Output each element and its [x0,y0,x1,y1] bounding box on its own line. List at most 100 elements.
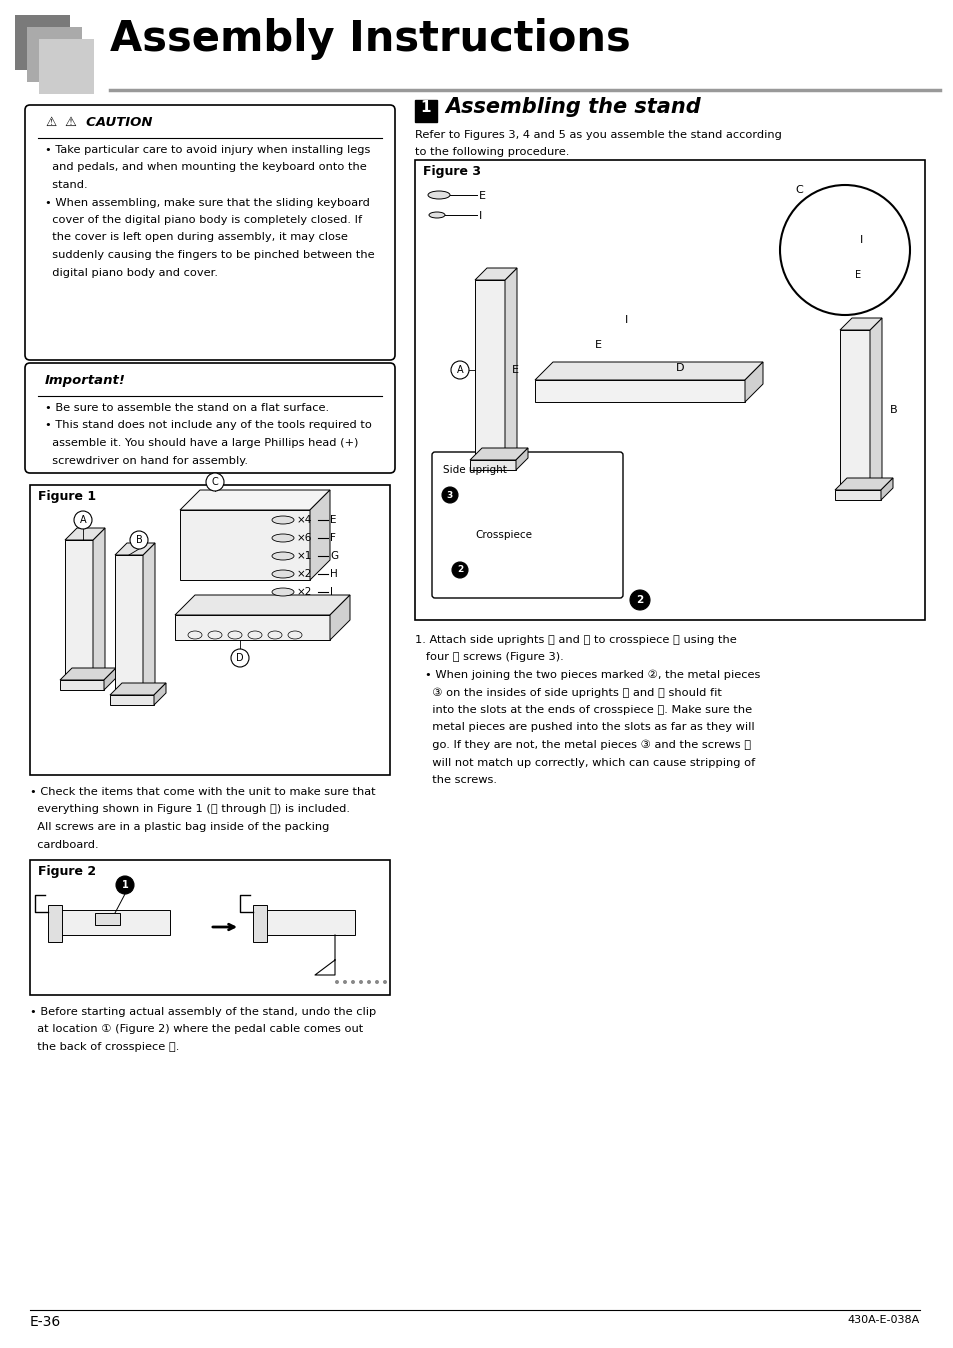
Text: will not match up correctly, which can cause stripping of: will not match up correctly, which can c… [424,758,755,767]
Text: ×1: ×1 [296,551,312,561]
Text: metal pieces are pushed into the slots as far as they will: metal pieces are pushed into the slots a… [424,723,754,732]
Polygon shape [869,318,882,491]
Text: 3: 3 [446,491,453,500]
Polygon shape [516,448,527,470]
Circle shape [231,648,249,667]
Polygon shape [475,268,517,280]
Text: cover of the digital piano body is completely closed. If: cover of the digital piano body is compl… [45,214,362,225]
Circle shape [441,487,457,503]
Polygon shape [744,363,762,402]
Circle shape [130,531,148,549]
Bar [15,15,70,70]
Polygon shape [254,910,355,936]
Polygon shape [475,280,504,460]
Polygon shape [50,910,170,936]
Polygon shape [65,528,105,541]
Text: • When joining the two pieces marked ②, the metal pieces: • When joining the two pieces marked ②, … [424,670,760,681]
Text: ×6: ×6 [296,532,312,543]
Circle shape [335,980,338,984]
Bar [39,39,94,94]
Bar [30,485,390,775]
Text: • Before starting actual assembly of the stand, undo the clip: • Before starting actual assembly of the… [30,1007,375,1016]
Circle shape [74,511,91,528]
Text: Assembling the stand: Assembling the stand [444,97,700,117]
Polygon shape [65,541,92,679]
FancyBboxPatch shape [25,363,395,473]
Text: digital piano body and cover.: digital piano body and cover. [45,267,218,278]
Circle shape [451,361,469,379]
Text: ③ on the insides of side uprights Ⓐ and Ⓑ should fit: ③ on the insides of side uprights Ⓐ and … [424,687,721,698]
Text: ×2: ×2 [296,569,312,580]
Polygon shape [95,913,120,925]
Text: Side upright: Side upright [442,465,506,474]
Text: Figure 3: Figure 3 [422,164,480,178]
Polygon shape [535,363,762,380]
Text: cardboard.: cardboard. [30,840,98,849]
Text: Figure 1: Figure 1 [38,491,96,503]
Ellipse shape [272,570,294,578]
Text: ⚠: ⚠ [45,116,56,129]
Text: and pedals, and when mounting the keyboard onto the: and pedals, and when mounting the keyboa… [45,163,366,173]
Text: B: B [135,535,142,545]
Polygon shape [470,448,527,460]
Text: suddenly causing the fingers to be pinched between the: suddenly causing the fingers to be pinch… [45,249,375,260]
Circle shape [629,590,649,611]
Text: B: B [889,404,897,415]
Polygon shape [880,479,892,500]
Text: I: I [624,315,628,325]
Polygon shape [48,905,62,942]
Circle shape [780,185,909,315]
Text: Figure 2: Figure 2 [38,865,96,878]
Polygon shape [834,491,880,500]
Polygon shape [840,318,882,330]
Circle shape [343,980,347,984]
Polygon shape [834,479,892,491]
Text: A: A [456,365,463,375]
Ellipse shape [272,534,294,542]
Polygon shape [174,615,330,640]
Ellipse shape [272,516,294,524]
Text: Refer to Figures 3, 4 and 5 as you assemble the stand according: Refer to Figures 3, 4 and 5 as you assem… [415,129,781,140]
Text: I: I [330,586,333,597]
Ellipse shape [429,212,444,218]
Circle shape [351,980,355,984]
Text: assemble it. You should have a large Phillips head (+): assemble it. You should have a large Phi… [45,438,358,448]
Text: I: I [478,212,482,221]
Text: • This stand does not include any of the tools required to: • This stand does not include any of the… [45,421,372,430]
Text: D: D [675,363,683,373]
Ellipse shape [428,191,450,200]
Polygon shape [840,330,869,491]
Polygon shape [104,669,116,690]
Circle shape [206,473,224,491]
Text: 1: 1 [420,100,431,115]
Text: 1. Attach side uprights Ⓐ and Ⓑ to crosspiece ⓓ using the: 1. Attach side uprights Ⓐ and Ⓑ to cross… [415,635,736,644]
Ellipse shape [272,551,294,559]
Polygon shape [110,696,153,705]
Polygon shape [115,555,143,696]
Polygon shape [253,905,267,942]
Text: four Ⓔ screws (Figure 3).: four Ⓔ screws (Figure 3). [415,652,563,662]
Text: A: A [80,515,86,524]
Text: 2: 2 [456,566,462,574]
Text: ×4: ×4 [296,515,312,524]
Polygon shape [504,268,517,460]
Text: Assembly Instructions: Assembly Instructions [110,18,630,61]
Text: H: H [330,569,337,580]
Text: to the following procedure.: to the following procedure. [415,147,569,156]
Text: the back of crosspiece ⓓ.: the back of crosspiece ⓓ. [30,1042,179,1051]
Ellipse shape [272,588,294,596]
Bar [27,27,82,82]
Text: screwdriver on hand for assembly.: screwdriver on hand for assembly. [45,456,248,465]
Polygon shape [814,220,854,280]
Polygon shape [174,594,350,615]
Polygon shape [60,669,116,679]
Circle shape [382,980,387,984]
Text: E: E [511,365,518,375]
Text: I: I [859,235,862,245]
Bar [415,100,436,123]
Text: G: G [330,551,337,561]
Bar [30,860,390,995]
Text: go. If they are not, the metal pieces ③ and the screws Ⓔ: go. If they are not, the metal pieces ③ … [424,740,750,751]
Polygon shape [110,683,166,696]
Polygon shape [153,683,166,705]
